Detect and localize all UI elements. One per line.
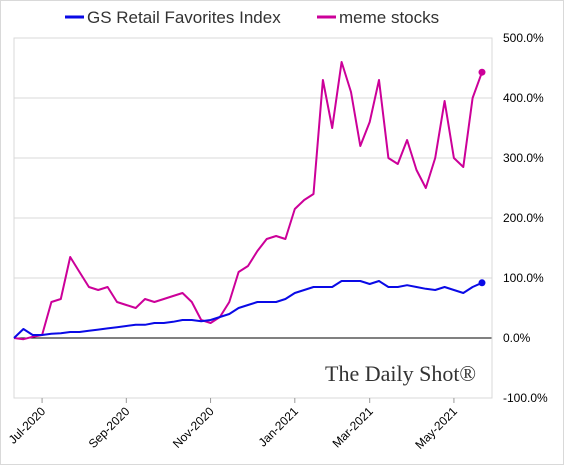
end-marker — [478, 279, 486, 287]
series-line — [13, 280, 483, 339]
legend-label: GS Retail Favorites Index — [87, 8, 281, 27]
y-tick-label: 200.0% — [503, 211, 544, 225]
end-marker — [478, 68, 486, 76]
y-tick-label: 500.0% — [503, 31, 544, 45]
y-tick-label: 400.0% — [503, 91, 544, 105]
series-line — [13, 61, 483, 341]
y-tick-label: 300.0% — [503, 151, 544, 165]
watermark: The Daily Shot® — [325, 361, 476, 386]
y-tick-label: 100.0% — [503, 271, 544, 285]
legend-label: meme stocks — [339, 8, 439, 27]
y-tick-label: -100.0% — [503, 391, 548, 405]
plot-frame — [13, 37, 493, 399]
y-tick-label: 0.0% — [503, 331, 531, 345]
